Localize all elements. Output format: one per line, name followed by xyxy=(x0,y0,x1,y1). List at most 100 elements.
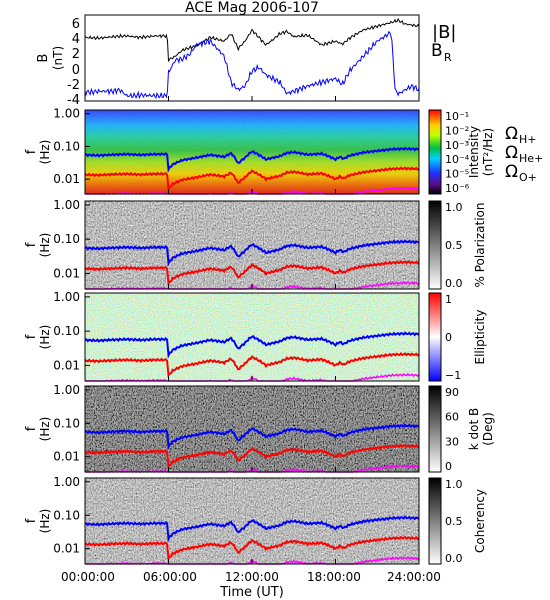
line-omega-he xyxy=(84,352,420,378)
colorbar-tick-label: 1 xyxy=(445,293,452,306)
colorbar xyxy=(428,292,442,382)
colorbar-tick-label: 10⁻⁶ xyxy=(445,182,470,195)
b-series xyxy=(85,17,419,100)
colorbar-tick-label: 10⁻³ xyxy=(445,139,469,152)
panel-frame xyxy=(84,14,420,102)
y-tick-label: 0.10 xyxy=(53,232,80,246)
colorbar xyxy=(428,200,442,290)
figure-title: ACE Mag 2006-107 xyxy=(185,0,319,16)
colorbar-tick-label: 1.0 xyxy=(445,201,463,214)
line-omega-h xyxy=(84,146,420,173)
y-tick-label: 1.00 xyxy=(53,198,80,212)
y-tick-label: 0.01 xyxy=(53,450,80,464)
legend-omega-o: Ω xyxy=(505,162,518,182)
panel-coherency: 1.00 0.10 0.01 f (Hz) 1.0 0.5 0.0 Coherency xyxy=(24,475,487,566)
colorbar-label: k dot B xyxy=(467,408,481,450)
y-axis-label: f xyxy=(24,334,39,339)
series-b-r xyxy=(85,31,419,100)
y-tick-label: 1.00 xyxy=(53,475,80,489)
y-axis-unit: (Hz) xyxy=(38,509,52,534)
y-tick-label: 0.01 xyxy=(53,266,80,280)
colorbar-tick-label: 0.5 xyxy=(445,515,463,528)
x-tick-label: 00:00:00 xyxy=(61,570,115,584)
legend-omega-o-subscript: O+ xyxy=(519,171,537,184)
y-axis-unit: (Hz) xyxy=(38,233,52,258)
y-tick-label: 1.00 xyxy=(53,383,80,397)
y-axis-unit: (nT) xyxy=(51,46,65,70)
colorbar-tick-label: 0.0 xyxy=(445,552,463,565)
colorbar-tick-label: 1.0 xyxy=(445,478,463,491)
legend-b-r-label: B xyxy=(431,41,443,61)
colorbar-tick-label: −1 xyxy=(445,369,461,382)
y-tick-label: 1.00 xyxy=(53,107,80,121)
y-tick-label: 0.10 xyxy=(53,416,80,430)
line-omega-he xyxy=(84,443,420,469)
colorbar-tick-label: 10⁻⁴ xyxy=(445,153,470,166)
y-tick-labels: 6 4 2 0 -2 -4 xyxy=(67,17,80,108)
panel-k-dot-b: 1.00 0.10 0.01 f (Hz) 90 60 30 0 k dot B (Deg) xyxy=(24,383,495,474)
panel-ellipticity: 1.00 0.10 0.01 f (Hz) 1 0 −1 Ellipticity xyxy=(24,290,487,383)
colorbar-label: Coherency xyxy=(473,489,487,553)
x-axis: 00:00:00 06:00:00 12:00:00 18:00:00 24:0… xyxy=(61,570,441,600)
y-tick-label: 0.01 xyxy=(53,542,80,556)
colorbar-tick-label: 0 xyxy=(445,331,452,344)
panel-polarization: 1.00 0.10 0.01 f (Hz) 1.0 0.5 0.0 % Polarization xyxy=(24,198,487,291)
colorbar xyxy=(428,477,442,565)
legend-omega-he-subscript: He+ xyxy=(519,152,543,165)
spectrogram-panels: 1.000.100.01f (Hz)10⁻¹10⁻²10⁻³10⁻⁴10⁻⁵10⁻… xyxy=(24,107,495,566)
line-omega-he xyxy=(84,166,420,191)
y-tick-label: 2 xyxy=(72,47,80,62)
colorbar-label: % Polarization xyxy=(473,203,487,288)
colorbar xyxy=(428,385,442,473)
y-tick-label: 0.10 xyxy=(53,139,80,153)
y-tick-label: 4 xyxy=(72,32,80,47)
legend-gyrofrequencies: Ω H+ Ω He+ Ω O+ xyxy=(505,124,543,184)
x-tick-label: 24:00:00 xyxy=(387,570,441,584)
y-axis-unit: (Hz) xyxy=(38,417,52,442)
legend-b-r-subscript: R xyxy=(444,51,452,64)
y-tick-label: 0.01 xyxy=(53,358,80,372)
colorbar xyxy=(428,109,442,195)
colorbar-tick-label: 60 xyxy=(445,411,459,424)
x-axis-label: Time (UT) xyxy=(219,585,284,600)
series-b-total xyxy=(85,17,419,62)
x-tick-label: 06:00:00 xyxy=(143,570,197,584)
legend-omega-he: Ω xyxy=(505,143,518,163)
legend-omega-h-subscript: H+ xyxy=(519,133,537,146)
panel-magnetic-field: 6 4 2 0 -2 -4 B (nT) |B| B R xyxy=(36,14,456,108)
y-tick-label: 1.00 xyxy=(53,290,80,304)
colorbar-tick-label: 90 xyxy=(445,386,459,399)
y-axis-unit: (Hz) xyxy=(38,140,52,165)
colorbar-tick-label: 0.5 xyxy=(445,239,463,252)
colorbar-tick-label: 10⁻⁵ xyxy=(445,168,469,181)
line-omega-he xyxy=(84,260,420,286)
x-tick-label: 18:00:00 xyxy=(307,570,361,584)
colorbar-label: Ellipticity xyxy=(473,310,487,365)
legend-b-r: B R xyxy=(431,41,452,64)
y-tick-label: -2 xyxy=(67,78,80,93)
colorbar-tick-label: 0.0 xyxy=(445,277,463,290)
line-omega-h xyxy=(84,515,420,543)
y-axis-label: f xyxy=(24,242,39,247)
legend-b-total-label: |B| xyxy=(432,22,456,43)
legend-omega-h: Ω xyxy=(505,124,518,144)
y-tick-label: 6 xyxy=(72,17,80,32)
line-omega-he xyxy=(84,535,420,561)
y-axis-label: f xyxy=(24,149,39,154)
legend-b-total: |B| xyxy=(432,22,456,43)
colorbar-tick-label: 0 xyxy=(445,460,452,473)
colorbar-unit: (Deg) xyxy=(481,412,495,446)
line-omega-h xyxy=(84,239,420,267)
panel-intensity: 1.00 0.10 0.01 f (Hz) 10⁻¹10⁻² 10⁻³10⁻⁴ 10⁻⁵10⁻… xyxy=(24,107,495,196)
colorbar-tick-label: 30 xyxy=(445,435,459,448)
y-tick-label: 0 xyxy=(72,63,80,78)
colorbar-unit: (nT²/Hz) xyxy=(481,128,495,176)
y-tick-label: 0.10 xyxy=(53,324,80,338)
colorbar-label: Intensity xyxy=(467,126,481,178)
x-tick-label: 12:00:00 xyxy=(225,570,279,584)
y-axis-label: f xyxy=(24,426,39,431)
y-tick-label: 0.01 xyxy=(53,172,80,186)
y-tick-label: 0.10 xyxy=(53,508,80,522)
line-omega-h xyxy=(84,331,420,359)
